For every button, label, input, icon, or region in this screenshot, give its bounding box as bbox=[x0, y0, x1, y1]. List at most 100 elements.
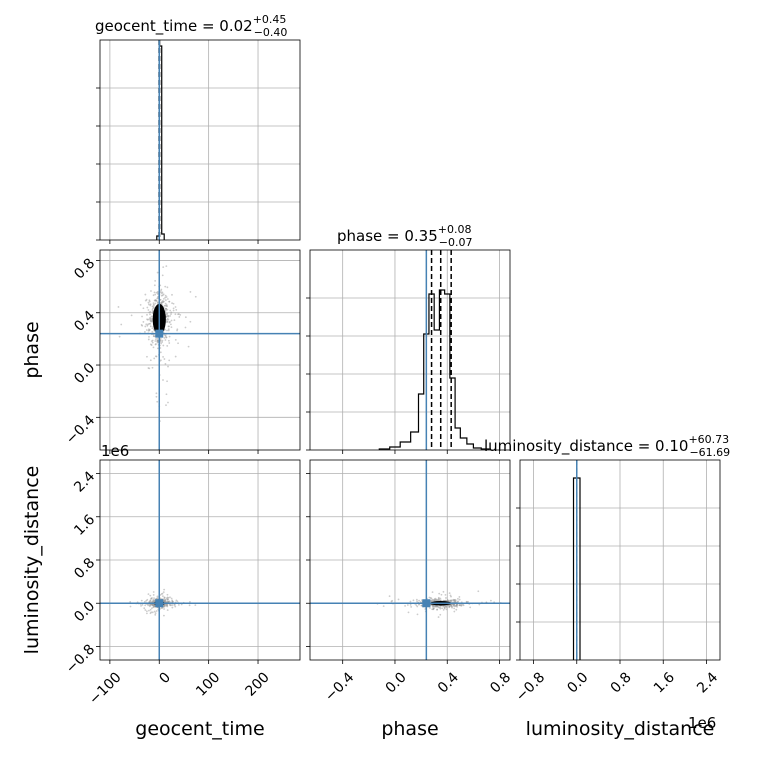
data-layer bbox=[100, 40, 581, 660]
x-tick-label: 200 bbox=[243, 669, 273, 699]
x-tick-label: 0.4 bbox=[435, 669, 462, 696]
x-tick-label: 0.8 bbox=[608, 669, 635, 696]
sample-point bbox=[159, 337, 162, 340]
sample-point bbox=[151, 366, 154, 369]
sample-point bbox=[154, 293, 157, 296]
y-tick-label: 0.4 bbox=[71, 308, 98, 335]
sample-point bbox=[144, 293, 147, 296]
sample-point bbox=[448, 592, 451, 595]
sample-point bbox=[168, 600, 171, 603]
sample-point bbox=[161, 301, 163, 304]
sample-point bbox=[443, 607, 446, 610]
sample-point bbox=[175, 599, 178, 602]
sample-point bbox=[159, 291, 162, 294]
sample-point bbox=[166, 609, 169, 612]
sample-point bbox=[434, 597, 437, 600]
sample-point bbox=[159, 340, 162, 342]
sample-point bbox=[145, 610, 148, 613]
sample-point bbox=[170, 326, 173, 329]
sample-point bbox=[176, 328, 179, 331]
sample-point bbox=[162, 591, 165, 594]
sample-point bbox=[153, 357, 156, 360]
sample-point bbox=[162, 595, 164, 598]
sample-point bbox=[150, 607, 153, 610]
sample-point bbox=[147, 309, 150, 311]
sample-point bbox=[153, 610, 156, 613]
sample-point bbox=[154, 299, 157, 302]
sample-point bbox=[455, 608, 458, 611]
histogram-geocent_time bbox=[156, 45, 165, 240]
scatter-geocent_time-phase bbox=[100, 250, 300, 450]
sample-point bbox=[187, 345, 190, 348]
sample-point bbox=[163, 614, 165, 617]
sample-point bbox=[167, 339, 170, 342]
sample-point bbox=[165, 307, 168, 310]
sample-point bbox=[120, 323, 123, 326]
sample-point bbox=[154, 613, 157, 616]
y-tick-label: 0.0 bbox=[71, 360, 98, 387]
sample-point bbox=[434, 599, 437, 601]
sample-point bbox=[165, 336, 168, 339]
histogram-phase bbox=[378, 289, 490, 450]
sample-point bbox=[162, 379, 164, 381]
title-sub: −61.69 bbox=[689, 446, 730, 459]
sample-point bbox=[146, 306, 149, 309]
sample-point bbox=[418, 599, 421, 602]
sample-point bbox=[188, 604, 191, 607]
title-geocent_time: geocent_time = 0.02+0.45 −0.40 bbox=[95, 13, 287, 39]
sample-point bbox=[146, 598, 149, 601]
sample-point bbox=[155, 610, 158, 612]
scatter-points bbox=[310, 460, 510, 660]
sample-point bbox=[160, 342, 163, 345]
sample-point bbox=[154, 340, 157, 342]
sample-point bbox=[152, 606, 155, 609]
sample-point bbox=[428, 596, 431, 599]
sample-point bbox=[397, 598, 400, 601]
x-tick-label: 0.8 bbox=[487, 669, 514, 696]
sample-point bbox=[461, 603, 464, 606]
sample-point bbox=[153, 304, 155, 306]
sample-point bbox=[168, 359, 171, 362]
sample-point bbox=[152, 591, 155, 593]
sample-point bbox=[168, 300, 171, 303]
x-tick-label: 0.0 bbox=[564, 669, 591, 696]
sample-point bbox=[174, 338, 177, 341]
sample-point bbox=[162, 356, 164, 358]
sample-point bbox=[478, 603, 481, 606]
sample-point bbox=[174, 605, 177, 608]
sample-point bbox=[167, 365, 169, 368]
sample-point bbox=[156, 400, 159, 403]
sample-point bbox=[406, 604, 409, 606]
sample-point bbox=[163, 358, 166, 360]
sample-point bbox=[148, 329, 151, 332]
sample-point bbox=[168, 342, 171, 344]
sample-point bbox=[409, 603, 412, 606]
sample-point bbox=[153, 597, 155, 600]
sample-point bbox=[171, 599, 174, 602]
sample-point bbox=[160, 593, 163, 595]
sample-point bbox=[194, 604, 197, 607]
x-tick-label: 100 bbox=[193, 669, 223, 699]
sample-point bbox=[449, 600, 451, 602]
sample-point bbox=[417, 603, 420, 606]
sample-point bbox=[149, 343, 152, 346]
sample-point bbox=[166, 286, 169, 289]
sample-point bbox=[382, 605, 385, 608]
sample-point bbox=[166, 600, 169, 603]
sample-point bbox=[171, 293, 173, 296]
sample-point bbox=[147, 593, 150, 596]
sample-point bbox=[144, 604, 147, 607]
sample-point bbox=[175, 309, 178, 311]
sample-point bbox=[156, 337, 159, 340]
sample-point bbox=[148, 299, 151, 302]
sample-point bbox=[441, 607, 444, 610]
scatter-geocent_time-luminosity_distance bbox=[100, 460, 300, 660]
sample-point bbox=[416, 613, 419, 616]
x-tick-label: 0.0 bbox=[383, 669, 410, 696]
sample-point bbox=[149, 325, 152, 328]
sample-point bbox=[467, 600, 469, 603]
sample-point bbox=[117, 306, 120, 308]
sample-point bbox=[129, 600, 132, 603]
sample-point bbox=[161, 274, 164, 277]
sample-point bbox=[458, 598, 461, 601]
